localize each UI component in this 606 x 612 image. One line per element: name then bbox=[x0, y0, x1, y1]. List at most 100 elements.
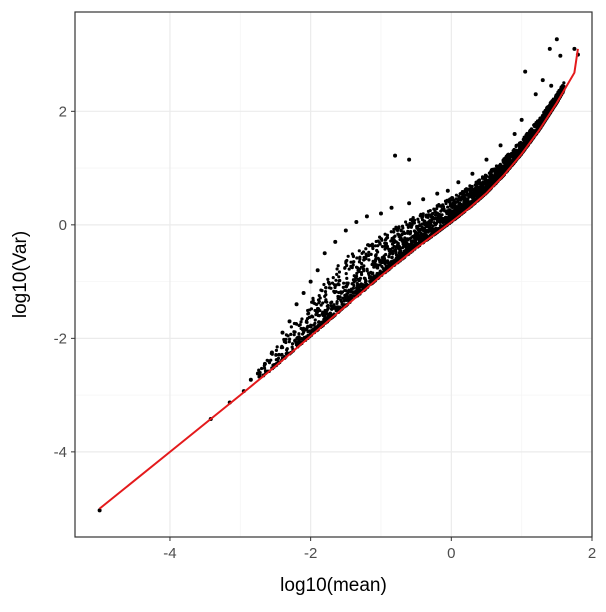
data-point bbox=[343, 295, 347, 299]
data-point bbox=[351, 290, 355, 294]
data-point bbox=[313, 318, 317, 322]
data-point bbox=[422, 220, 427, 224]
data-point bbox=[477, 187, 481, 191]
data-point bbox=[335, 267, 339, 271]
data-point bbox=[373, 244, 377, 248]
data-point bbox=[518, 147, 523, 151]
data-point bbox=[417, 229, 421, 233]
data-point bbox=[470, 171, 475, 176]
data-point bbox=[389, 230, 393, 234]
data-point bbox=[443, 217, 448, 221]
data-point bbox=[308, 279, 313, 284]
data-point bbox=[323, 289, 328, 294]
data-point bbox=[275, 345, 279, 349]
data-point bbox=[392, 235, 396, 239]
data-point bbox=[558, 53, 563, 58]
data-point bbox=[290, 345, 294, 349]
data-point bbox=[367, 276, 372, 280]
data-point bbox=[363, 276, 367, 281]
data-point bbox=[344, 285, 348, 289]
data-point bbox=[448, 208, 452, 212]
data-point bbox=[477, 179, 481, 184]
data-point bbox=[416, 224, 420, 229]
data-point bbox=[357, 283, 361, 287]
data-point bbox=[377, 257, 381, 262]
data-point bbox=[409, 225, 413, 229]
data-point bbox=[467, 192, 471, 196]
data-point bbox=[342, 299, 346, 303]
data-point bbox=[443, 199, 448, 203]
data-point bbox=[373, 259, 378, 263]
data-point bbox=[333, 239, 338, 244]
fit-line bbox=[98, 48, 579, 510]
data-point bbox=[380, 238, 384, 242]
data-point bbox=[439, 219, 443, 223]
data-point bbox=[329, 286, 333, 290]
data-point bbox=[300, 317, 304, 321]
data-point bbox=[327, 313, 332, 317]
data-point bbox=[279, 353, 284, 357]
data-point bbox=[498, 143, 503, 148]
data-point bbox=[349, 296, 353, 300]
data-point bbox=[282, 339, 286, 344]
data-point bbox=[367, 271, 371, 276]
data-point bbox=[456, 180, 461, 185]
data-point bbox=[334, 278, 338, 282]
data-point bbox=[397, 233, 401, 237]
data-point bbox=[371, 259, 375, 263]
data-point bbox=[454, 208, 458, 212]
data-point bbox=[313, 308, 317, 313]
data-point bbox=[451, 215, 456, 219]
data-point bbox=[456, 208, 461, 212]
data-point bbox=[432, 227, 437, 231]
data-point bbox=[436, 226, 440, 231]
data-point bbox=[321, 313, 325, 318]
data-point bbox=[523, 142, 527, 147]
data-point bbox=[365, 267, 369, 271]
data-point bbox=[358, 276, 363, 280]
data-point bbox=[384, 252, 388, 257]
data-point bbox=[512, 132, 517, 137]
data-point bbox=[411, 216, 415, 220]
data-point bbox=[350, 265, 354, 269]
data-point bbox=[366, 243, 370, 247]
data-point bbox=[533, 123, 538, 128]
data-point bbox=[309, 330, 313, 334]
data-point bbox=[289, 332, 293, 337]
data-point bbox=[315, 310, 319, 314]
data-point bbox=[390, 242, 395, 246]
data-point bbox=[275, 357, 279, 362]
data-point bbox=[428, 225, 432, 230]
data-point bbox=[386, 264, 390, 268]
data-point bbox=[309, 323, 313, 327]
data-point bbox=[271, 363, 275, 367]
y-tick-label: 0 bbox=[59, 217, 67, 234]
data-point bbox=[335, 272, 339, 276]
data-point bbox=[503, 167, 507, 172]
data-point bbox=[528, 133, 533, 138]
data-point bbox=[324, 317, 328, 321]
data-point bbox=[383, 260, 387, 264]
data-point bbox=[500, 170, 504, 174]
data-point bbox=[345, 276, 349, 280]
data-point bbox=[407, 157, 412, 162]
y-tick-label: -4 bbox=[54, 444, 67, 461]
data-point bbox=[519, 117, 524, 122]
data-point bbox=[454, 197, 458, 201]
data-point bbox=[440, 213, 444, 217]
data-point bbox=[293, 330, 297, 334]
data-point bbox=[490, 167, 495, 171]
data-point bbox=[340, 302, 344, 306]
data-point bbox=[350, 282, 354, 286]
data-point bbox=[361, 285, 365, 289]
data-point bbox=[320, 320, 324, 324]
data-point bbox=[389, 260, 393, 264]
data-point bbox=[405, 223, 409, 227]
data-point bbox=[378, 241, 382, 245]
data-point bbox=[295, 341, 299, 345]
data-point bbox=[322, 251, 327, 256]
data-point bbox=[344, 271, 348, 276]
data-point bbox=[547, 46, 552, 51]
data-point bbox=[315, 268, 320, 273]
data-point bbox=[402, 230, 406, 234]
